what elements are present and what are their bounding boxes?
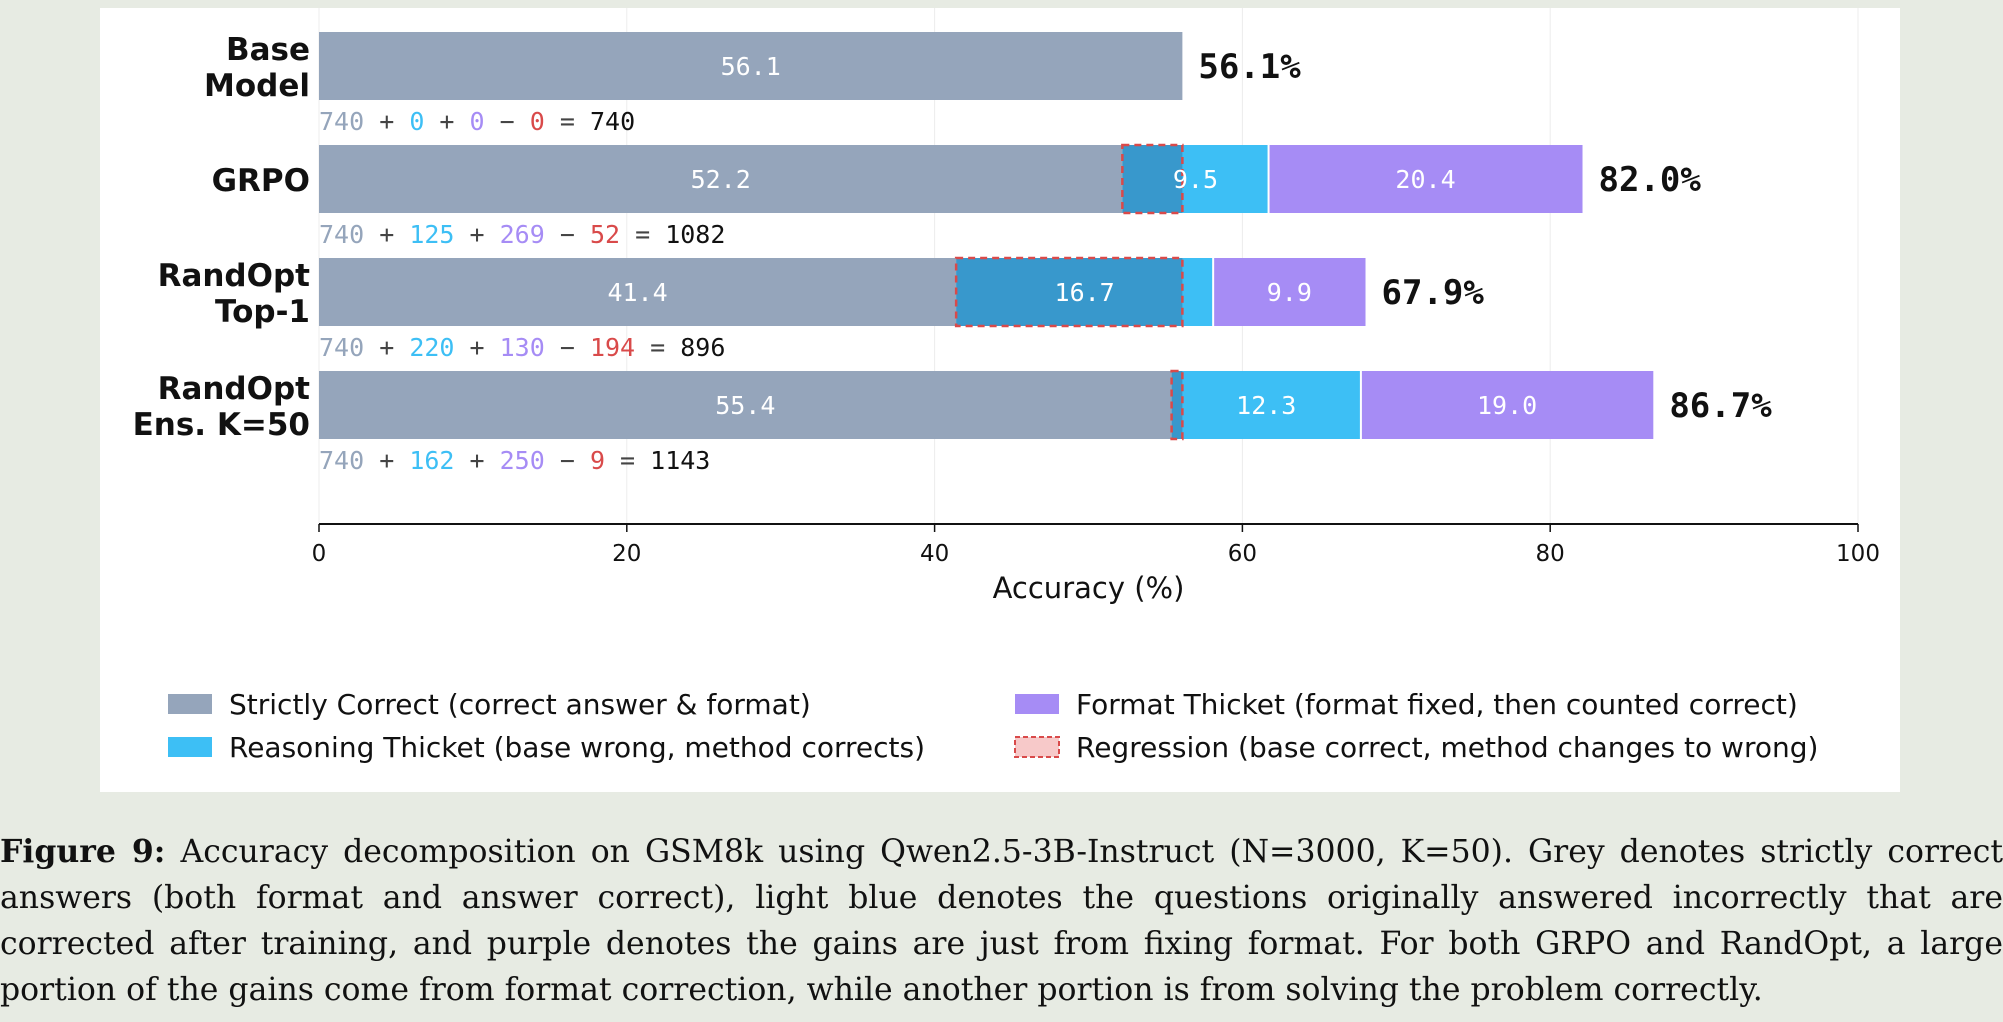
category-label: Ens. K=50	[133, 407, 310, 443]
count-term: −	[545, 333, 590, 362]
figure-caption: Figure 9: Accuracy decomposition on GSM8…	[0, 829, 2003, 1013]
count-term: 0	[409, 107, 424, 136]
bar-reasoning	[956, 258, 1214, 326]
bar-regression	[1121, 143, 1184, 215]
count-term: =	[635, 333, 680, 362]
total-label: 82.0%	[1599, 160, 1702, 200]
bar-label-strict: 55.4	[715, 391, 775, 420]
count-term: 194	[590, 333, 635, 362]
count-equation: 740 + 220 + 130 − 194 = 896	[319, 333, 725, 362]
legend-label-strict: Strictly Correct (correct answer & forma…	[229, 688, 811, 721]
bar-reasoning	[1122, 145, 1269, 213]
count-term: 0	[470, 107, 485, 136]
x-tick-label: 100	[1836, 541, 1880, 567]
count-term: +	[364, 220, 409, 249]
bar-label-reasoning: 9.5	[1173, 165, 1218, 194]
bar-label-strict: 52.2	[691, 165, 751, 194]
count-term: 269	[500, 220, 545, 249]
count-term: 125	[409, 220, 454, 249]
bar-reasoning	[1171, 371, 1361, 439]
count-term: =	[545, 107, 590, 136]
count-term: 740	[319, 333, 364, 362]
bar-format	[1268, 145, 1583, 213]
bar-strict	[319, 145, 1123, 213]
count-equation: 740 + 0 + 0 − 0 = 740	[319, 107, 635, 136]
count-term: +	[364, 333, 409, 362]
bar-label-reasoning: 12.3	[1236, 391, 1296, 420]
bar-regression	[1170, 369, 1184, 441]
x-tick-label: 60	[1228, 541, 1257, 567]
caption-text: Accuracy decomposition on GSM8k using Qw…	[0, 834, 2003, 1008]
count-term: −	[545, 446, 590, 475]
count-term: 740	[319, 107, 364, 136]
count-term: +	[454, 446, 499, 475]
count-term: −	[485, 107, 530, 136]
count-term: 896	[680, 333, 725, 362]
x-tick-label: 20	[612, 541, 641, 567]
bar-strict	[319, 32, 1183, 100]
count-term: 220	[409, 333, 454, 362]
bar-format	[1213, 258, 1366, 326]
bar-label-format: 20.4	[1395, 165, 1455, 194]
bar-label-reasoning: 16.7	[1055, 278, 1115, 307]
bar-format	[1360, 371, 1654, 439]
chart-panel: 56.1 56.1% Base Model 740 + 0 + 0 − 0 = 740 5…	[100, 8, 1900, 792]
legend-label-reasoning: Reasoning Thicket (base wrong, method co…	[229, 731, 925, 764]
bar-strict	[319, 258, 957, 326]
category-label: Model	[204, 68, 310, 104]
category-label: Top-1	[215, 294, 310, 330]
legend-swatch-regression	[1014, 736, 1060, 758]
x-tick-label: 80	[1536, 541, 1565, 567]
bar-label-format: 19.0	[1477, 391, 1537, 420]
count-term: +	[364, 446, 409, 475]
count-term: =	[605, 446, 650, 475]
count-term: 740	[590, 107, 635, 136]
count-term: 130	[500, 333, 545, 362]
count-term: =	[620, 220, 665, 249]
category-label: RandOpt	[158, 371, 311, 407]
count-term: 162	[409, 446, 454, 475]
bar-regression	[954, 256, 1184, 328]
total-label: 56.1%	[1198, 47, 1301, 87]
count-term: 0	[530, 107, 545, 136]
category-label: GRPO	[212, 163, 310, 199]
count-term: 250	[500, 446, 545, 475]
count-term: 1082	[665, 220, 725, 249]
x-tick-label: 0	[312, 541, 327, 567]
x-axis-title: Accuracy (%)	[993, 571, 1185, 605]
bar-strict	[319, 371, 1172, 439]
legend-swatch-reasoning	[168, 737, 212, 757]
x-tick-label: 40	[920, 541, 949, 567]
count-term: 740	[319, 220, 364, 249]
count-term: +	[454, 220, 499, 249]
count-term: 1143	[650, 446, 710, 475]
total-label: 67.9%	[1382, 273, 1485, 313]
count-term: +	[454, 333, 499, 362]
category-label: Base	[226, 32, 310, 68]
count-equation: 740 + 162 + 250 − 9 = 1143	[319, 446, 710, 475]
bar-label-format: 9.9	[1267, 278, 1312, 307]
count-term: +	[364, 107, 409, 136]
total-label: 86.7%	[1669, 386, 1772, 426]
figure-label: Figure 9:	[0, 833, 166, 870]
bar-label-strict: 41.4	[607, 278, 667, 307]
legend-label-regression: Regression (base correct, method changes…	[1076, 731, 1818, 764]
legend-swatch-strict	[168, 694, 212, 714]
count-term: 9	[590, 446, 605, 475]
count-term: 52	[590, 220, 620, 249]
legend-swatch-format	[1015, 694, 1059, 714]
bar-label-strict: 56.1	[721, 52, 781, 81]
category-label: RandOpt	[158, 258, 311, 294]
count-term: 740	[319, 446, 364, 475]
legend-label-format: Format Thicket (format fixed, then count…	[1076, 688, 1798, 721]
count-term: +	[424, 107, 469, 136]
count-term: −	[545, 220, 590, 249]
count-equation: 740 + 125 + 269 − 52 = 1082	[319, 220, 725, 249]
